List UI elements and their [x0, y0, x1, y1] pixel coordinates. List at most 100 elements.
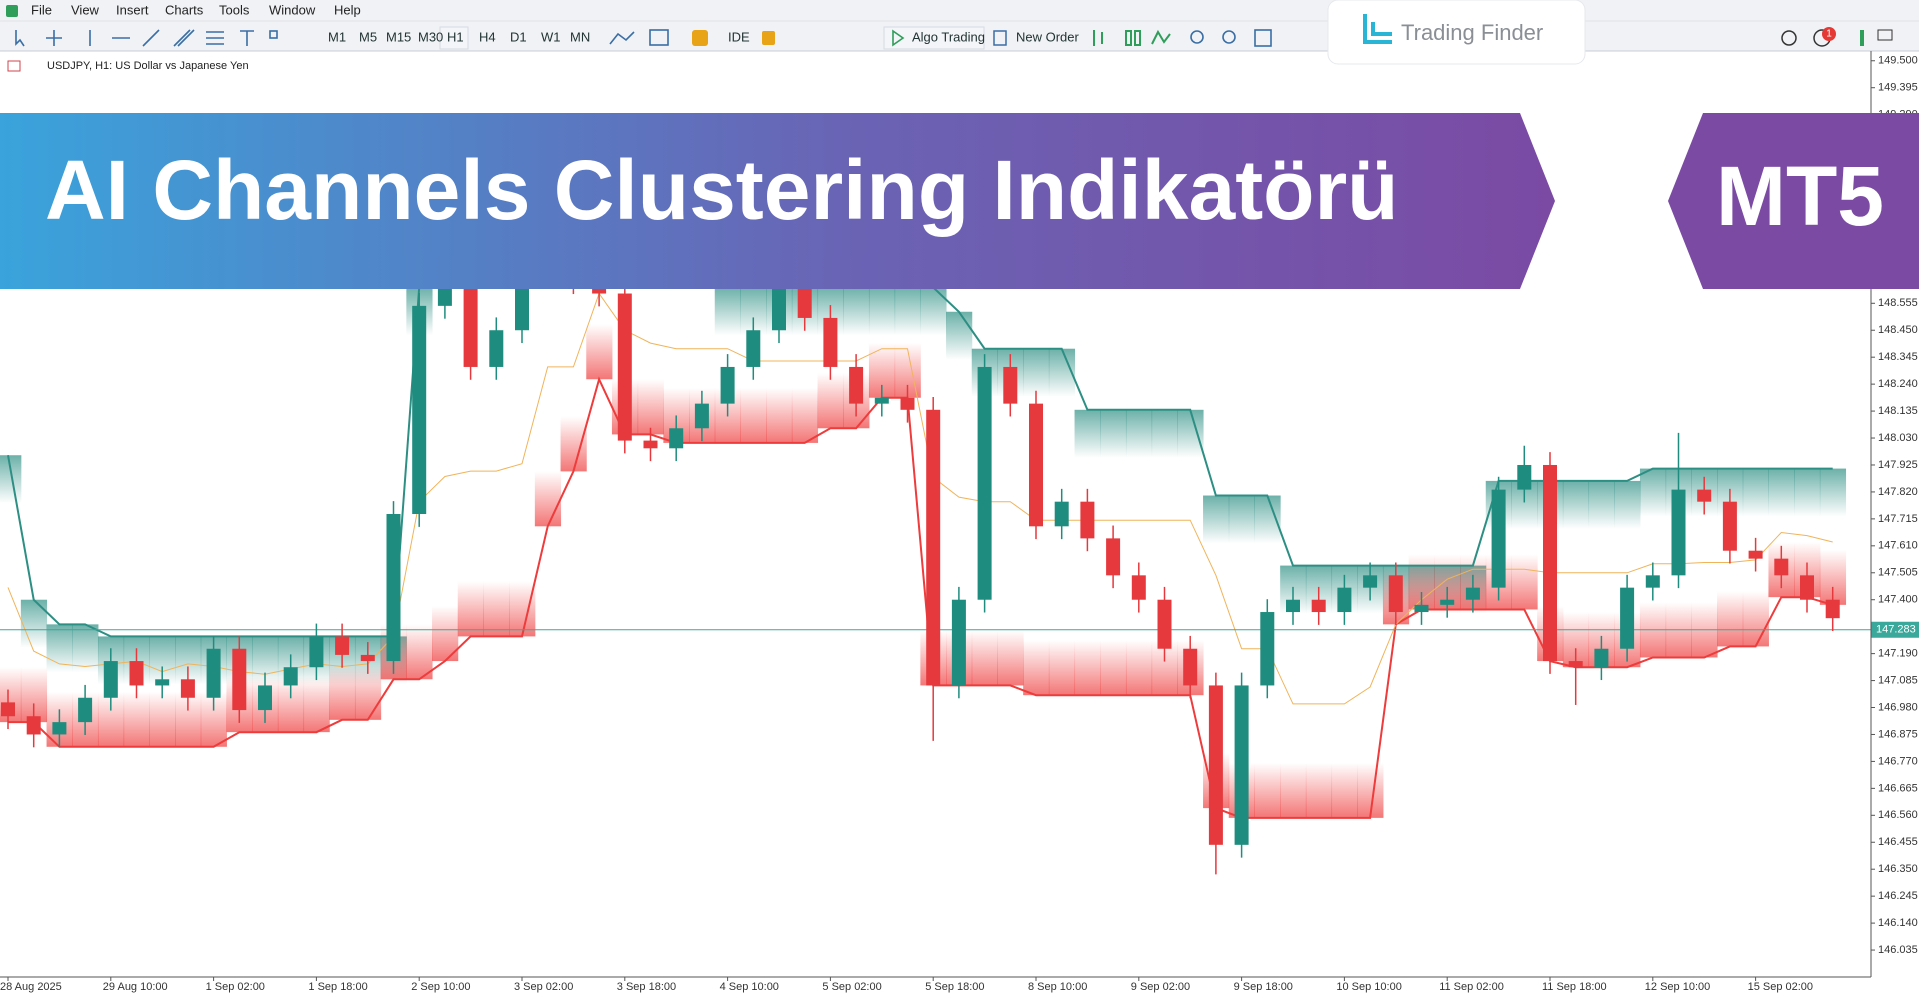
x-tick-label: 12 Sep 10:00	[1645, 981, 1710, 993]
menu-item[interactable]: Insert	[116, 2, 149, 17]
upper-band	[714, 287, 741, 336]
x-tick-label: 1 Sep 02:00	[206, 981, 265, 993]
trendline-tool[interactable]	[142, 29, 160, 47]
candle-body	[1440, 599, 1455, 605]
x-tick-label: 2 Sep 10:00	[411, 981, 470, 993]
new-order-button[interactable]: New Order	[1016, 29, 1080, 44]
y-tick-label: 147.085	[1878, 674, 1918, 686]
timeframe[interactable]: M1	[328, 29, 346, 44]
y-tick-label: 147.820	[1878, 486, 1918, 498]
zoom-in[interactable]	[1190, 30, 1204, 44]
candle-body	[206, 648, 221, 698]
menu-item[interactable]: Window	[269, 2, 316, 17]
upper-band	[1614, 480, 1641, 529]
timeframe[interactable]: W1	[541, 29, 561, 44]
x-tick-label: 5 Sep 02:00	[822, 981, 881, 993]
candle-body	[1, 702, 15, 717]
candle-body	[386, 514, 401, 662]
bars-icon[interactable]	[1093, 30, 1103, 46]
timeframe[interactable]: MN	[570, 29, 590, 44]
lower-band	[740, 387, 767, 443]
play-icon	[892, 29, 905, 47]
active-timeframe	[439, 26, 469, 50]
candle-body	[1003, 366, 1018, 404]
candle-body	[720, 366, 735, 404]
fibo-tool[interactable]	[206, 31, 224, 45]
x-tick-label: 3 Sep 18:00	[617, 981, 676, 993]
channel-tool[interactable]	[173, 29, 195, 47]
view-icons	[1093, 29, 1171, 46]
lower-band	[1023, 640, 1050, 696]
cursor-tool[interactable]	[15, 30, 25, 47]
timeframe[interactable]: H1	[447, 29, 464, 44]
candles-icon[interactable]	[1134, 30, 1141, 46]
timeframe[interactable]: M30	[418, 29, 443, 44]
y-tick-label: 148.345	[1878, 351, 1918, 363]
menu-item[interactable]: View	[71, 2, 100, 17]
upper-band	[1023, 348, 1050, 397]
candle-body	[1491, 489, 1506, 588]
y-tick-label: 148.030	[1878, 432, 1918, 444]
menu-item[interactable]: Charts	[165, 2, 204, 17]
candle-body	[1543, 464, 1557, 662]
candle-body	[360, 654, 375, 662]
timeframe[interactable]: D1	[510, 29, 527, 44]
candle-body	[1568, 661, 1583, 668]
y-tick-label: 146.455	[1878, 836, 1918, 848]
candle-body	[1594, 648, 1609, 668]
y-tick-label: 146.245	[1878, 890, 1918, 902]
lower-band	[971, 630, 998, 686]
signal-icon	[1860, 30, 1864, 46]
y-tick-label: 146.140	[1878, 917, 1918, 929]
algo-trading-button[interactable]: Algo Trading	[912, 29, 985, 44]
y-tick-label: 146.875	[1878, 728, 1918, 740]
candle-body	[258, 685, 272, 711]
candles-icon[interactable]	[1125, 30, 1132, 46]
template-icon[interactable]	[649, 29, 669, 46]
badge	[1668, 113, 1919, 289]
x-tick-label: 8 Sep 10:00	[1028, 981, 1087, 993]
timeframe[interactable]: M5	[359, 29, 377, 44]
x-tick-label: 3 Sep 02:00	[514, 981, 573, 993]
text-tool[interactable]	[240, 30, 254, 46]
candle-body	[1671, 489, 1686, 576]
x-tick-label: 9 Sep 18:00	[1234, 981, 1293, 993]
candle-body	[155, 679, 170, 686]
ide-button[interactable]: IDE	[728, 29, 750, 44]
tile-icon[interactable]	[1254, 29, 1272, 47]
candle-body	[1414, 604, 1429, 613]
lower-band	[817, 373, 844, 429]
lower-band	[560, 416, 587, 472]
candle-body	[335, 636, 350, 655]
upper-band	[1100, 409, 1127, 458]
menu-item[interactable]: Help	[334, 2, 361, 17]
timeframe[interactable]: H4	[479, 29, 496, 44]
current-price-label: 147.283	[1876, 624, 1916, 636]
y-tick-label: 146.350	[1878, 863, 1918, 875]
crosshair-tool[interactable]	[46, 30, 62, 46]
shapes-tool[interactable]	[269, 30, 278, 39]
indicator-icon[interactable]	[609, 31, 635, 45]
x-tick-label: 10 Sep 10:00	[1336, 981, 1401, 993]
candle-body	[746, 330, 761, 367]
timeframe[interactable]: M15	[386, 29, 411, 44]
lower-band	[354, 664, 382, 720]
search-icon[interactable]	[1781, 30, 1797, 46]
candle-body	[694, 403, 709, 429]
line-icon[interactable]	[1151, 29, 1171, 45]
lower-band	[457, 581, 484, 637]
x-tick-label: 5 Sep 18:00	[925, 981, 984, 993]
zoom-out[interactable]	[1222, 30, 1236, 44]
candle-body	[926, 409, 941, 686]
candle-body	[78, 697, 93, 723]
candle-body	[900, 397, 915, 410]
candle-body	[103, 661, 118, 698]
menu-item[interactable]: File	[31, 2, 52, 17]
lock-icon[interactable]	[762, 31, 775, 45]
market-icon[interactable]	[692, 30, 708, 46]
brand-logo	[1363, 14, 1392, 44]
candle-body	[1183, 648, 1198, 686]
candle-body	[1131, 575, 1146, 600]
window-icon[interactable]	[1877, 29, 1893, 41]
menu-item[interactable]: Tools	[219, 2, 250, 17]
